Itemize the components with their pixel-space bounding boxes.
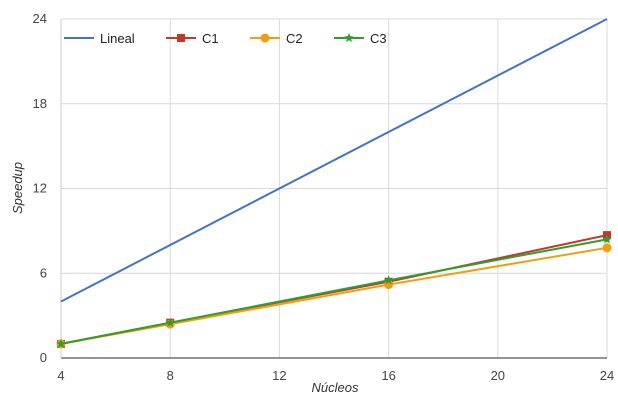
legend-marker-c3 [344,33,354,43]
series-lines [56,18,612,349]
y-tick-label: 12 [33,181,47,196]
legend-label-c2: C2 [286,31,303,46]
series-c2 [56,243,612,349]
x-tick-label: 24 [600,368,614,383]
legend-item-c1: C1 [166,31,219,46]
series-line-c2 [60,246,608,345]
legend-item-lineal: Lineal [64,31,135,46]
x-tick-label: 16 [381,368,395,383]
legend-label-c3: C3 [370,31,387,46]
y-tick-label: 0 [40,350,47,365]
legend-label-lineal: Lineal [100,31,135,46]
x-axis-label: Núcleos [312,380,359,395]
grid [61,18,608,358]
y-tick-label: 24 [33,11,47,26]
legend-item-c3: C3 [334,31,387,46]
x-tick-label: 20 [491,368,505,383]
y-axis-label: Speedup [10,162,25,214]
data-point-c2 [602,243,612,253]
legend-label-c1: C1 [202,31,219,46]
y-tick-label: 18 [33,96,47,111]
tick-labels: 4 8 12 16 20 24 0 6 12 18 24 [33,11,615,383]
x-tick-label: 8 [167,368,174,383]
legend-marker-c1 [177,34,185,42]
series-line-c3 [60,238,608,345]
legend-item-c2: C2 [250,31,303,46]
series-c3 [56,234,612,348]
data-point-c3 [383,275,394,285]
data-point-c3 [602,234,612,244]
data-point-c3 [56,338,66,348]
series-lineal [60,18,608,303]
x-tick-label: 4 [57,368,64,383]
legend: Lineal C1 C2 C3 [64,31,387,46]
series-line-lineal [60,18,608,303]
legend-marker-c2 [260,33,270,43]
data-point-c3 [165,317,175,327]
y-tick-label: 6 [40,265,47,280]
x-tick-label: 12 [272,368,286,383]
